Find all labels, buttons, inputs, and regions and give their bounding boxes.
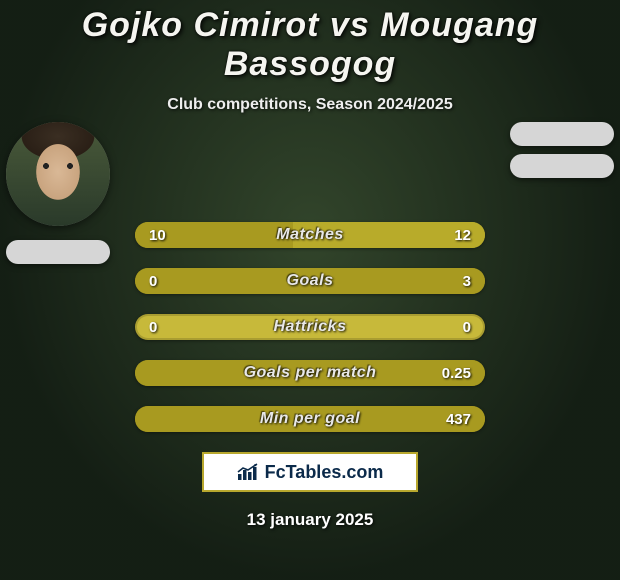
page-title: Gojko Cimirot vs Mougang Bassogog xyxy=(0,0,620,84)
flag-left xyxy=(6,240,110,264)
bar-label: Goals xyxy=(135,268,485,294)
logo-text: FcTables.com xyxy=(265,462,384,483)
bar-label: Matches xyxy=(135,222,485,248)
stat-bar: 437Min per goal xyxy=(135,406,485,432)
logo-box: FcTables.com xyxy=(202,452,418,492)
bar-label: Min per goal xyxy=(135,406,485,432)
bar-label: Hattricks xyxy=(135,314,485,340)
stat-bar: 0.25Goals per match xyxy=(135,360,485,386)
stat-bar: 03Goals xyxy=(135,268,485,294)
stats-bars: 1012Matches 03Goals 00Hattricks 0.25Goals p… xyxy=(135,222,485,432)
flag-right-1 xyxy=(510,122,614,146)
date: 13 january 2025 xyxy=(0,510,620,530)
flag-right-2 xyxy=(510,154,614,178)
player-left xyxy=(6,122,110,264)
content-root: Gojko Cimirot vs Mougang Bassogog Club c… xyxy=(0,0,620,530)
player-right xyxy=(510,108,614,178)
avatar-left xyxy=(6,122,110,226)
stat-bar: 00Hattricks xyxy=(135,314,485,340)
stat-bar: 1012Matches xyxy=(135,222,485,248)
bar-label: Goals per match xyxy=(135,360,485,386)
avatar-left-face xyxy=(6,122,110,226)
chart-icon xyxy=(237,463,259,481)
